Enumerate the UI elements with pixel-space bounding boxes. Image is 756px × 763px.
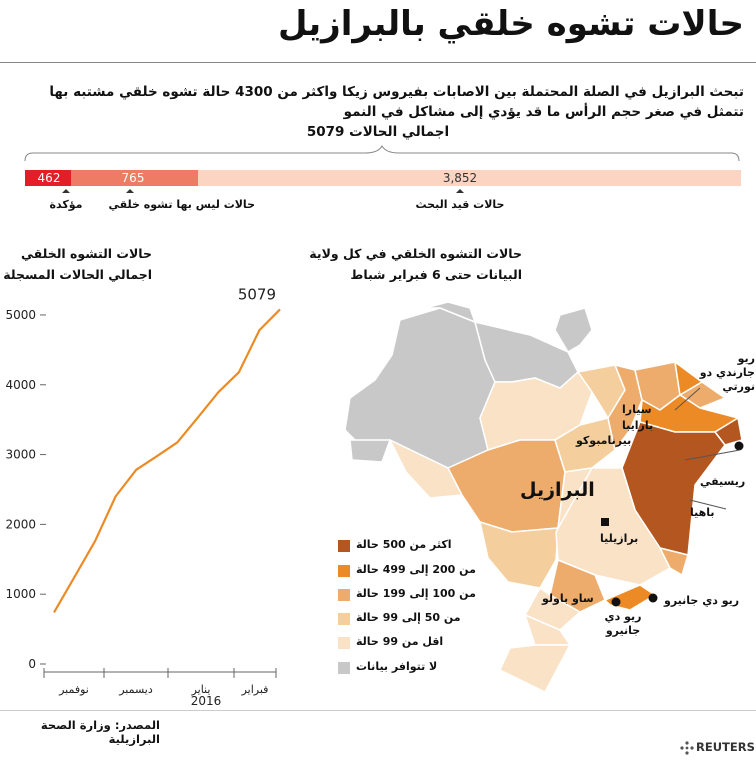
state-parana [524,587,581,631]
rio-de-janeiro-marker [648,593,658,603]
legend-label: من 100 إلى 199 حالة [356,587,476,600]
confirmed-label: مؤكدة [49,198,83,211]
y-tick-label: 5000 [5,308,36,322]
x-tick-label: يناير [191,683,211,696]
state-espirito-santo [659,547,689,576]
map-title-main: حالات التشوه الخلقي في كل ولاية [309,246,522,261]
footer-divider [0,710,756,711]
marker-confirmed [62,189,70,193]
state-mato-grosso-sul [479,521,559,589]
label-ceara: سيارا [622,403,652,416]
state-roraima [424,301,476,323]
title-divider [0,62,756,63]
label-bahia: باهيا [690,506,715,519]
state-rio-grande-do-sul [499,644,571,693]
leader-bahia [689,499,727,510]
y-tick-label: 2000 [5,517,36,531]
y-tick-label: 3000 [5,448,36,462]
subtitle: تبحث البرازيل في الصلة المحتملة بين الاص… [49,84,744,120]
reuters-dots-icon [680,741,694,755]
legend-swatch [338,613,350,625]
legend-item-no-data: لا تتوافر بيانات [338,660,478,676]
legend-swatch [338,637,350,649]
state-amapa [554,307,593,353]
legend-swatch [338,540,350,552]
legend-label: اكثر من 500 حالة [356,538,452,551]
label-recife: ريسيفي [700,475,746,488]
year-label: 2016 [190,694,222,708]
line-chart-title-main: حالات التشوه الخلقي [20,246,152,261]
state-para [479,371,593,451]
legend-item-under-99: اقل من 99 حالة [338,635,478,651]
y-tick-label: 4000 [5,378,36,392]
series-line [53,308,281,613]
x-tick-label: فبراير [241,683,269,696]
legend-item-over-500: اكثر من 500 حالة [338,538,458,554]
brasilia-marker [601,518,609,526]
label-pernambuco: بيرنامبوكو [576,434,632,447]
legend-label: من 200 إلى 499 حالة [356,563,476,576]
label-brasilia: برازيليا [600,532,639,545]
map-title: حالات التشوه الخلقي في كل ولاية البيانات… [300,243,522,285]
state-sao-paulo [549,559,606,613]
total-cases-label: اجمالي الحالات 5079 [306,124,450,140]
line-chart: 0 1000 2000 3000 4000 5000 نوفمبر ديسمبر يناير فب… [5,285,281,696]
brazil-map [344,301,744,693]
line-chart-title: حالات التشوه الخلقي اجمالي الحالات المسج… [0,243,152,285]
reuters-wordmark: REUTERS [696,740,755,754]
marker-not-microcephaly [126,189,134,193]
legend-label: لا تتوافر بيانات [356,660,438,673]
confirmed-value: 462 [37,171,61,185]
source-note: المصدر: وزارة الصحة البرازيلية [40,718,160,746]
not-microcephaly-value: 765 [121,171,145,185]
state-minas-gerais [555,467,671,586]
label-rio-de-janeiro-city: ريو دي جانيرو [664,594,740,607]
label-sao-paulo: ساو باولو [542,592,594,605]
map-title-sub: البيانات حتى 6 فبراير شباط [350,267,522,282]
legend-swatch [338,662,350,674]
leader-recife [684,449,741,461]
under-investigation-label: حالات قيد البحث [415,198,505,211]
country-label: البرازيل [520,479,595,501]
legend-item-200-499: من 200 إلى 499 حالة [338,563,478,579]
segment-not-microcephaly [71,170,198,186]
x-tick-label: نوفمبر [58,683,89,696]
segment-confirmed [25,170,71,186]
legend-swatch [338,565,350,577]
state-acre [349,439,391,463]
marker-under-investigation [456,189,464,193]
y-tick-label: 1000 [5,587,36,601]
end-value-label: 5079 [238,285,276,303]
legend-swatch [338,589,350,601]
breakdown-bar [24,144,741,193]
sao-paulo-marker [611,597,621,607]
not-microcephaly-label: حالات ليس بها تشوه خلقي [108,198,256,211]
legend-item-100-199: من 100 إلى 199 حالة [338,587,478,603]
page-title: حالات تشوه خلقي بالبرازيل [278,4,744,44]
state-rio-de-janeiro [604,584,656,611]
label-rio-grande-do-norte: ريو جارندي دو نورتي [699,352,755,393]
under-investigation-value: 3,852 [442,171,478,185]
label-paraiba: بارايبا [622,419,654,432]
label-rio-de-janeiro-state: ريو دي جانيرو [604,610,642,637]
legend-item-50-99: من 50 إلى 99 حالة [338,611,478,627]
x-tick-label: ديسمبر [118,683,153,696]
total-bracket [24,144,740,162]
legend-label: اقل من 99 حالة [356,635,444,648]
leader-rgn [674,387,701,411]
legend-label: من 50 إلى 99 حالة [356,611,461,624]
recife-marker [734,441,744,451]
line-chart-title-sub: اجمالي الحالات المسجلة [3,267,152,282]
reuters-logo: REUTERS [680,738,755,758]
y-tick-label: 0 [28,657,36,671]
segment-under-investigation [198,170,741,186]
state-rondonia [389,439,463,499]
